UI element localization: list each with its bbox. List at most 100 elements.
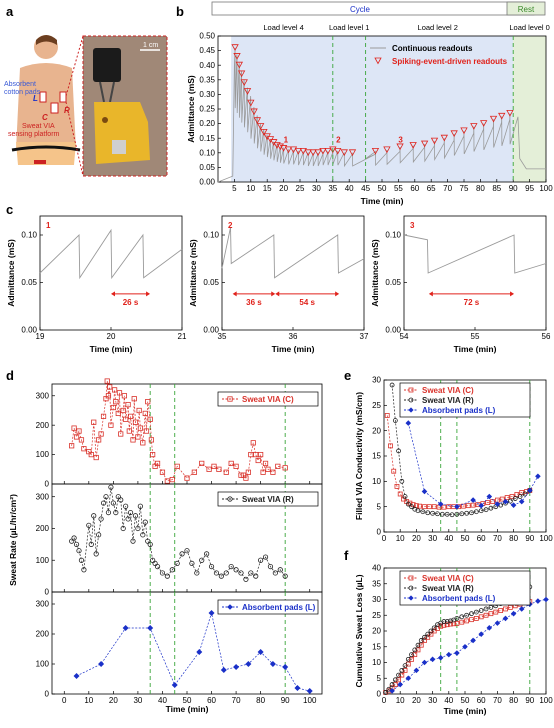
data-point [402,667,408,673]
label-L: L [33,94,38,103]
data-point [91,513,97,519]
y-tick-label: 30 [372,595,381,604]
data-point [96,437,102,443]
data-point [184,548,190,554]
data-point [140,532,146,538]
data-point [421,659,428,666]
x-tick-label: 50 [378,184,387,193]
data-point [125,516,131,522]
y-tick-label: 0.05 [199,163,215,172]
y-axis-label: Admittance (mS) [188,239,198,307]
y-tick-label: 0.50 [199,32,215,41]
data-point [147,416,153,422]
data-point [282,573,288,579]
data-point [115,410,121,417]
y-tick-label: 0.30 [199,90,215,99]
data-point [142,410,148,417]
x-axis-label: Time (min) [361,196,404,206]
data-point [107,384,113,390]
y-axis-label: Sweat Rate (µL/hr/cm²) [8,494,18,586]
data-point [255,457,261,464]
data-point [265,466,271,472]
panel-c-subplot-1: 19 20 21 0.00 0.05 0.10 1 26 s Time (min) Admitta… [6,215,187,354]
spike-marker [319,147,327,155]
arrowhead-right [146,291,151,297]
x-tick-label: 55 [471,332,480,341]
arrowhead-left [232,291,237,297]
y-tick-label: 0.40 [199,61,215,70]
data-point [409,504,414,510]
data-point [384,413,390,418]
x-tick-label: 20 [109,696,118,705]
data-point [282,664,289,670]
data-point [483,612,489,618]
spike-marker [233,53,241,60]
spike-marker [450,130,458,138]
data-point [464,510,470,516]
spike-marker [324,147,332,155]
data-point [78,437,85,443]
x-tick-label: 40 [158,696,167,705]
legend-label: Sweat VIA (R) [242,495,294,504]
data-point [470,502,476,508]
panel-c-subplot-2: 35 36 37 0.00 0.05 0.10 2 36 s 54 s Time (min) Adm… [188,215,369,354]
data-point [507,604,513,610]
data-point [426,504,432,510]
data-point [127,509,134,516]
data-point [257,649,264,655]
data-point [499,496,505,502]
data-point [115,494,121,500]
x-axis-label: Time (min) [444,706,487,716]
data-point [118,497,124,503]
data-point [76,428,82,434]
spike-marker [506,109,514,117]
data-point [441,504,447,510]
x-tick-label: 100 [539,184,553,193]
series-line [71,487,286,580]
arrowhead-right [271,291,276,297]
data-point [100,500,107,506]
data-point [113,509,119,516]
data-point [86,522,92,528]
data-point [396,448,401,454]
data-point [486,625,493,631]
data-point [454,621,460,626]
data-point [488,611,494,617]
zoom-line-bottom [65,101,84,177]
data-point [425,634,431,640]
device-component [102,117,108,123]
interval-label: 26 s [123,298,139,307]
y-tick-label: 0.00 [203,326,219,335]
data-point [444,619,450,624]
data-point [399,667,405,673]
data-point [383,690,389,695]
data-point [245,469,251,475]
data-point [392,418,398,423]
interval-label: 72 s [464,298,480,307]
x-tick-label: 100 [539,696,553,705]
data-point [216,466,222,472]
data-point [454,650,460,656]
panel-e: 0 10 20 30 40 50 60 70 80 90 100 0 5 10 15 20 25 30 Sweat … [354,376,553,543]
x-tick-label: 35 [328,184,337,193]
data-point [78,557,85,563]
series-line [71,381,286,482]
data-point [159,570,166,576]
spike-marker [460,127,468,135]
data-point [431,628,437,634]
data-point [535,473,541,480]
legend-marker [227,496,233,502]
data-point [507,498,513,504]
data-point [488,505,494,511]
data-point [267,563,274,570]
data-point [250,440,256,446]
device-wire-2 [109,81,115,103]
y-tick-label: 0.10 [199,148,215,157]
data-point [454,511,460,517]
data-point [535,598,541,604]
data-point [446,504,452,510]
patch-C [50,102,59,114]
data-point [425,631,431,637]
data-point [206,466,212,472]
series-line [391,599,547,692]
